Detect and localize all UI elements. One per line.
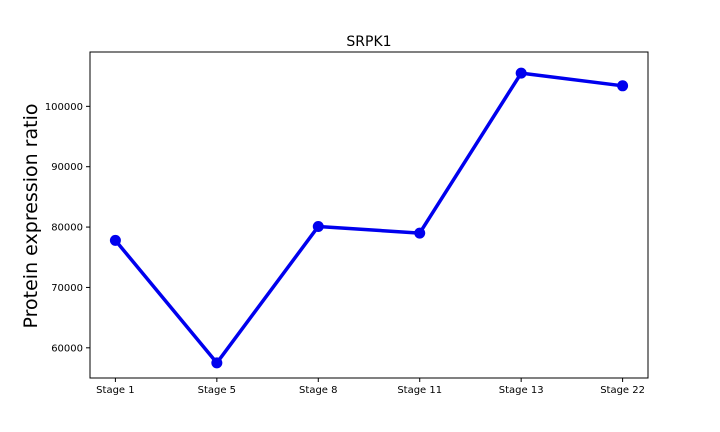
y-tick-label: 60000 [51, 343, 83, 354]
x-tick-label: Stage 1 [96, 385, 134, 396]
y-axis: 60000 70000 80000 90000 100000 [45, 102, 90, 354]
y-tick-label: 80000 [51, 223, 83, 234]
data-point [414, 227, 426, 239]
x-tick-label: Stage 5 [198, 385, 236, 396]
series-layer [109, 67, 629, 369]
y-tick-label: 100000 [45, 102, 83, 113]
data-point [211, 357, 223, 369]
data-point [515, 67, 527, 79]
chart-title: SRPK1 [346, 34, 391, 50]
y-tick-label: 70000 [51, 283, 83, 294]
data-point [109, 234, 121, 246]
plot-area-frame [89, 51, 649, 379]
data-point [312, 220, 324, 232]
x-tick-label: Stage 13 [499, 385, 544, 396]
data-point [617, 80, 629, 92]
x-tick-label: Stage 8 [299, 385, 337, 396]
x-tick-label: Stage 22 [600, 385, 645, 396]
y-axis-label: Protein expression ratio [20, 104, 42, 329]
series-line [114, 71, 623, 365]
x-tick-label: Stage 11 [397, 385, 442, 396]
y-tick-label: 90000 [51, 162, 83, 173]
x-axis: Stage 1 Stage 5 Stage 8 Stage 11 Stage 13 Sta… [96, 378, 645, 396]
